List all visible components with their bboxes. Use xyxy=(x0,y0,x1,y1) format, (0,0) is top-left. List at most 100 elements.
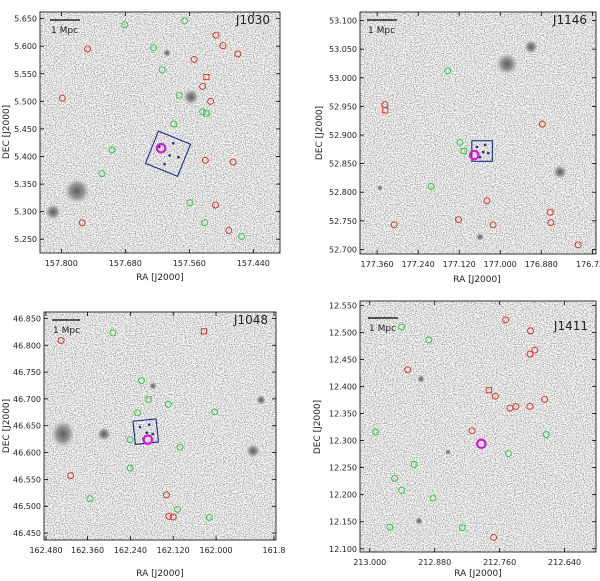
red-square-marker xyxy=(485,387,492,394)
x-tick-label: 213.000 xyxy=(353,558,386,567)
markers-j1146 xyxy=(381,67,582,249)
green-circle-marker xyxy=(398,323,406,331)
green-square-marker xyxy=(460,147,467,155)
panel-label: J1146 xyxy=(552,13,587,27)
y-axis-label: DEC [J2000] xyxy=(313,400,323,454)
y-tick-label: 12.550 xyxy=(329,301,357,310)
box-source xyxy=(163,162,166,166)
green-circle-marker xyxy=(86,495,94,503)
y-tick-label: 5.400 xyxy=(14,152,37,161)
y-tick-label: 5.450 xyxy=(14,125,37,134)
x-tick-label: 157.560 xyxy=(173,259,206,268)
y-tick-label: 46.600 xyxy=(13,449,41,458)
green-circle-marker xyxy=(98,170,106,178)
red-circle-marker xyxy=(483,197,491,205)
markers-j1411 xyxy=(372,316,550,541)
panel-j1411: 213.000 212.880 212.760 212.640 12.550 12.500… xyxy=(313,300,597,579)
y-tick-label: 53.050 xyxy=(329,45,357,54)
y-tick-label: 46.850 xyxy=(13,314,41,323)
green-circle-marker xyxy=(429,494,437,502)
red-square-marker xyxy=(203,74,210,81)
box-source xyxy=(481,150,485,154)
green-circle-marker xyxy=(205,514,213,521)
green-circle-marker xyxy=(126,464,134,472)
red-circle-marker xyxy=(546,208,554,216)
green-circle-marker xyxy=(211,408,219,416)
x-tick-label: 212.760 xyxy=(483,558,516,567)
green-circle-marker xyxy=(386,523,394,531)
green-circle-marker xyxy=(164,400,172,408)
x-axis-label: RA [J2000] xyxy=(453,275,501,285)
axes-j1411: 213.000 212.880 212.760 212.640 12.550 12.500… xyxy=(329,301,596,567)
y-tick-label: 46.700 xyxy=(13,395,41,404)
red-square-marker xyxy=(382,107,389,114)
box-source xyxy=(475,145,479,149)
green-circle-marker xyxy=(201,219,209,227)
box-source xyxy=(478,155,482,159)
axes-j1030: 157.800 157.680 157.560 157.440 5.650 5.600 5.… xyxy=(14,12,280,268)
red-circle-marker xyxy=(526,350,534,358)
y-tick-label: 12.200 xyxy=(329,491,357,500)
green-circle-marker xyxy=(175,91,183,99)
green-circle-marker xyxy=(410,460,418,468)
y-tick-label: 52.700 xyxy=(329,245,357,254)
scale-bar-label: 1 Mpc xyxy=(53,326,80,336)
red-circle-marker xyxy=(58,94,66,102)
scale-bar: 1 Mpc xyxy=(368,317,398,334)
y-tick-label: 5.650 xyxy=(14,15,37,24)
y-tick-label: 12.450 xyxy=(329,355,357,364)
red-circle-marker xyxy=(207,97,215,105)
panel-label: J1030 xyxy=(235,13,270,27)
x-tick-label: 177.120 xyxy=(443,260,476,269)
green-circle-marker xyxy=(391,474,399,482)
axes-j1146: 177.360 177.240 177.120 177.000 176.880 176.7… xyxy=(329,12,600,269)
axes-j1048: 162.480 162.360 162.240 162.120 162.000 161.8… xyxy=(13,312,285,555)
box-source xyxy=(171,142,175,145)
green-circle-marker xyxy=(137,377,145,385)
scale-bar: 1 Mpc xyxy=(367,19,397,36)
green-circle-marker xyxy=(398,486,406,494)
red-circle-marker xyxy=(169,513,177,521)
green-square-marker xyxy=(203,110,210,117)
green-circle-marker xyxy=(181,17,188,25)
x-tick-label: 176.880 xyxy=(525,260,558,269)
red-circle-marker xyxy=(84,45,91,53)
x-tick-label: 162.480 xyxy=(29,546,62,555)
green-circle-marker xyxy=(170,120,178,128)
y-tick-label: 52.850 xyxy=(329,160,357,169)
y-tick-label: 52.750 xyxy=(329,217,357,226)
x-tick-label: 177.360 xyxy=(361,260,394,269)
y-tick-label: 12.350 xyxy=(329,410,357,419)
red-circle-marker xyxy=(468,427,476,435)
box-source xyxy=(147,423,151,426)
panel-label: J1048 xyxy=(233,313,268,327)
y-tick-label: 52.800 xyxy=(329,188,357,197)
markers-j1048 xyxy=(57,328,219,521)
bright-sources xyxy=(45,49,199,220)
x-tick-label: 212.880 xyxy=(418,558,451,567)
red-circle-marker xyxy=(165,512,173,520)
red-circle-marker xyxy=(199,83,207,90)
panel-j1146: 177.360 177.240 177.120 177.000 176.880 176.7… xyxy=(315,11,600,285)
bright-sources xyxy=(51,382,266,458)
y-axis-label: DEC [J2000] xyxy=(2,399,12,453)
y-tick-label: 12.100 xyxy=(329,545,357,554)
x-tick-label: 177.240 xyxy=(402,260,435,269)
x-tick-label: 162.360 xyxy=(71,546,104,555)
panel-label: J1411 xyxy=(553,319,588,333)
y-axis-label: DEC [J2000] xyxy=(315,106,325,160)
green-circle-marker xyxy=(109,329,117,337)
green-circle-marker xyxy=(372,428,380,436)
green-circle-marker xyxy=(458,524,466,532)
red-circle-marker xyxy=(491,392,499,400)
y-tick-label: 53.100 xyxy=(329,17,357,26)
y-tick-label: 5.550 xyxy=(14,70,37,79)
red-circle-marker xyxy=(547,219,555,226)
red-circle-marker xyxy=(57,336,65,344)
green-circle-marker xyxy=(238,233,246,240)
scale-bar-label: 1 Mpc xyxy=(369,324,396,334)
x-tick-label: 162.120 xyxy=(157,546,190,555)
red-square-marker xyxy=(200,328,207,335)
red-circle-marker xyxy=(502,316,510,324)
